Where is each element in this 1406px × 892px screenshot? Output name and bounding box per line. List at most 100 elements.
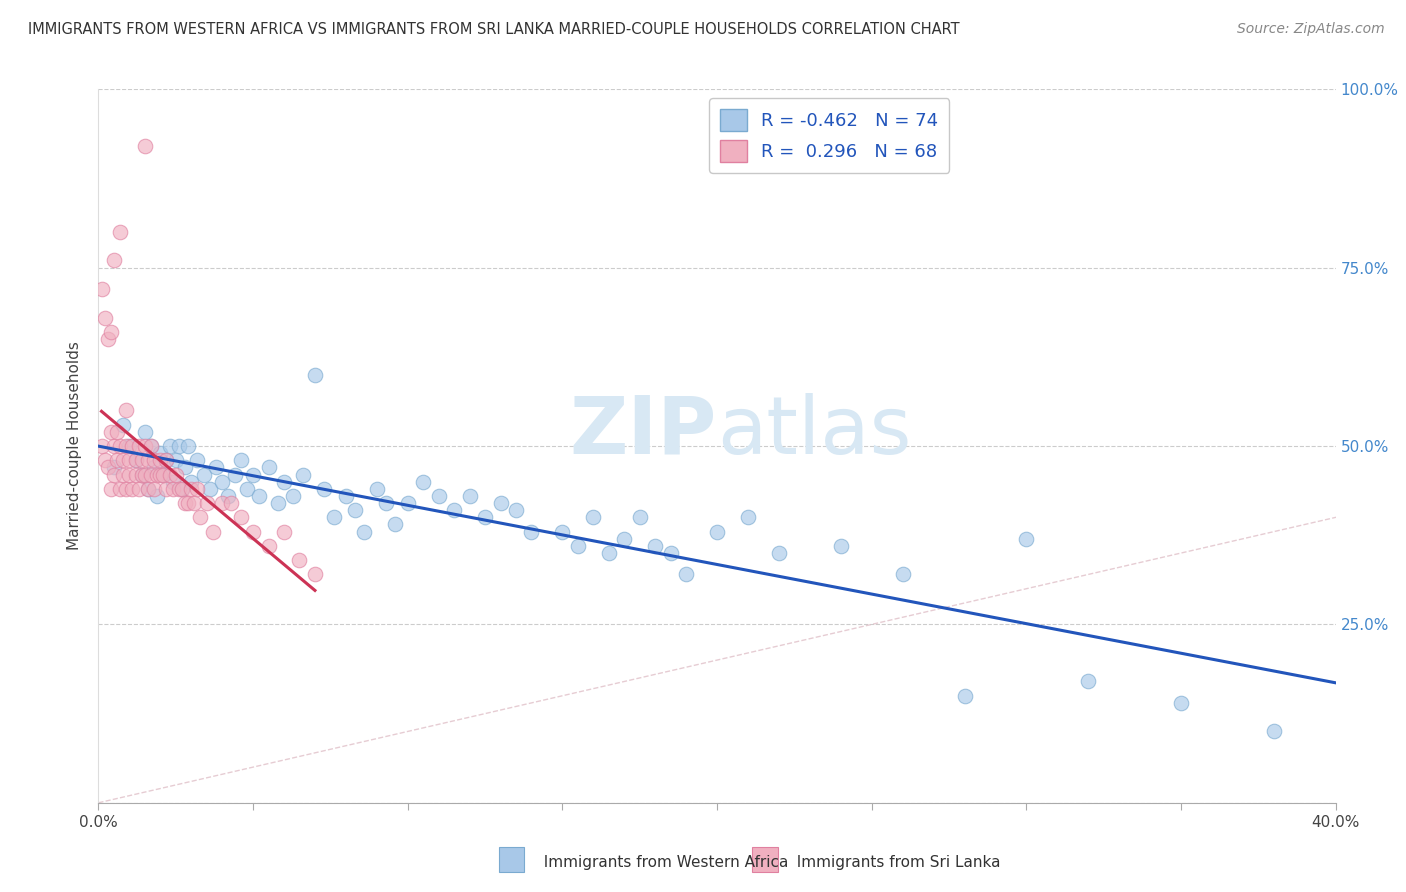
Point	[177, 439, 200, 453]
Point	[143, 460, 166, 475]
Point	[136, 482, 159, 496]
Point	[384, 517, 406, 532]
Point	[136, 482, 159, 496]
Point	[115, 439, 138, 453]
Point	[443, 503, 465, 517]
Point	[115, 482, 138, 496]
Point	[242, 467, 264, 482]
Point	[134, 439, 156, 453]
Point	[131, 467, 153, 482]
Point	[659, 546, 682, 560]
Point	[273, 475, 295, 489]
Point	[304, 368, 326, 382]
Point	[124, 453, 146, 467]
Y-axis label: Married-couple Households: Married-couple Households	[67, 342, 83, 550]
Point	[134, 467, 156, 482]
Point	[152, 467, 174, 482]
Point	[195, 496, 218, 510]
Point	[344, 503, 367, 517]
Point	[205, 460, 228, 475]
Point	[489, 496, 512, 510]
Point	[162, 475, 184, 489]
Point	[143, 482, 166, 496]
Point	[149, 446, 172, 460]
Point	[128, 482, 150, 496]
Point	[90, 282, 112, 296]
Point	[304, 567, 326, 582]
Point	[112, 467, 135, 482]
Point	[93, 310, 115, 325]
Point	[211, 496, 233, 510]
Point	[335, 489, 357, 503]
Point	[93, 453, 115, 467]
Point	[118, 453, 141, 467]
Point	[198, 482, 221, 496]
Point	[149, 467, 172, 482]
Point	[159, 439, 181, 453]
Point	[283, 489, 305, 503]
Point	[103, 253, 125, 268]
Point	[174, 496, 197, 510]
Text: atlas: atlas	[717, 392, 911, 471]
Point	[211, 475, 233, 489]
Point	[236, 482, 259, 496]
Point	[139, 467, 162, 482]
Point	[121, 439, 143, 453]
Point	[170, 482, 193, 496]
Point	[155, 453, 177, 467]
Point	[737, 510, 759, 524]
Point	[90, 439, 112, 453]
Text: IMMIGRANTS FROM WESTERN AFRICA VS IMMIGRANTS FROM SRI LANKA MARRIED-COUPLE HOUSE: IMMIGRANTS FROM WESTERN AFRICA VS IMMIGR…	[28, 22, 960, 37]
Point	[149, 453, 172, 467]
Point	[100, 482, 122, 496]
Point	[242, 524, 264, 539]
Point	[1263, 724, 1285, 739]
Point	[134, 425, 156, 439]
Point	[186, 482, 208, 496]
Point	[598, 546, 620, 560]
Point	[551, 524, 574, 539]
Point	[118, 439, 141, 453]
Point	[118, 467, 141, 482]
Point	[458, 489, 481, 503]
Point	[134, 139, 156, 153]
Point	[891, 567, 914, 582]
Point	[146, 489, 169, 503]
Point	[1170, 696, 1192, 710]
Point	[366, 482, 388, 496]
Point	[139, 439, 162, 453]
Point	[174, 460, 197, 475]
Point	[180, 482, 202, 496]
Point	[375, 496, 398, 510]
Point	[768, 546, 790, 560]
Point	[267, 496, 290, 510]
Point	[152, 467, 174, 482]
Point	[567, 539, 589, 553]
Point	[229, 510, 252, 524]
Text: ZIP: ZIP	[569, 392, 717, 471]
Point	[180, 475, 202, 489]
Point	[229, 453, 252, 467]
Point	[257, 460, 280, 475]
Point	[146, 467, 169, 482]
Point	[170, 482, 193, 496]
Point	[1015, 532, 1038, 546]
Point	[155, 482, 177, 496]
Point	[108, 439, 131, 453]
Point	[273, 524, 295, 539]
Point	[520, 524, 543, 539]
Point	[427, 489, 450, 503]
Point	[190, 510, 212, 524]
Point	[124, 453, 146, 467]
Point	[167, 439, 190, 453]
Point	[183, 496, 205, 510]
Point	[159, 467, 181, 482]
Point	[186, 453, 208, 467]
Point	[706, 524, 728, 539]
Point	[97, 332, 120, 346]
Point	[128, 439, 150, 453]
Point	[97, 460, 120, 475]
Point	[103, 439, 125, 453]
Point	[103, 467, 125, 482]
Legend: R = -0.462   N = 74, R =  0.296   N = 68: R = -0.462 N = 74, R = 0.296 N = 68	[709, 98, 949, 173]
